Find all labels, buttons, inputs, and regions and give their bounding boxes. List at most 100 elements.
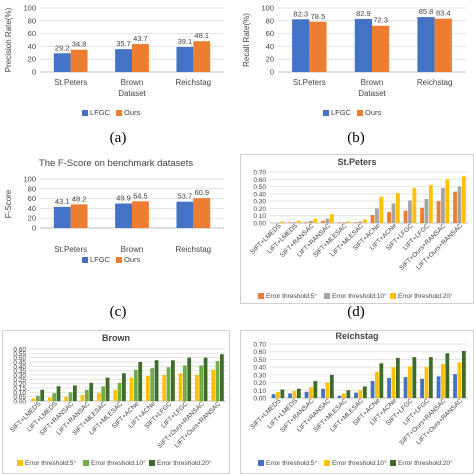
legend-label: LFGC bbox=[90, 255, 111, 264]
panel-caption: (a) bbox=[110, 130, 127, 146]
bar-reichstag-series-2 bbox=[434, 18, 452, 72]
bar-sift-ransac-series-3 bbox=[313, 381, 318, 398]
bar-sift-acne-series-1 bbox=[370, 214, 375, 223]
bar-sift-mlesac-series-2 bbox=[101, 386, 106, 401]
y-axis-label: Recall Rate(%) bbox=[242, 13, 251, 67]
x-tick-label: Brown bbox=[121, 245, 144, 254]
legend-label: Error threshold:5° bbox=[25, 459, 76, 467]
y-tick-label: 0.10 bbox=[253, 388, 266, 395]
bar-sift-lmeds-series-3 bbox=[280, 221, 285, 223]
chart-title: The F-Score on benchmark datasets bbox=[39, 158, 193, 169]
bar-lift-mlesac-series-3 bbox=[362, 219, 367, 223]
legend-swatch bbox=[116, 257, 122, 263]
data-label: 29.2 bbox=[55, 43, 70, 52]
bar-lift-lfgc-series-3 bbox=[428, 357, 433, 398]
bar-sift-ours-ransac-series-3 bbox=[203, 357, 208, 401]
bar-lift-lmeds-series-3 bbox=[296, 388, 301, 398]
legend-swatch bbox=[83, 460, 89, 466]
x-tick-label: St.Peters bbox=[54, 78, 87, 87]
bar-lift-ours-ransac-series-2 bbox=[215, 361, 220, 401]
legend-swatch bbox=[116, 110, 122, 116]
bar-brown-series-2 bbox=[132, 201, 149, 228]
y-tick-label: 0.15 bbox=[13, 386, 26, 393]
bar-sift-ours-ransac-series-2 bbox=[441, 188, 445, 223]
y-tick-label: 40 bbox=[266, 42, 274, 51]
y-tick-label: 0.35 bbox=[13, 368, 26, 375]
bar-st-peters-series-2 bbox=[70, 49, 88, 72]
y-tick-label: 0.10 bbox=[13, 390, 26, 397]
bar-st-peters-series-2 bbox=[70, 204, 88, 228]
bar-lift-acne-series-3 bbox=[395, 357, 400, 398]
bar-lift-lmeds-series-2 bbox=[292, 391, 297, 398]
bar-lift-acne-series-3 bbox=[395, 193, 400, 223]
legend-swatch bbox=[17, 460, 23, 466]
data-label: 35.7 bbox=[116, 39, 131, 48]
bar-lift-acne-series-2 bbox=[391, 367, 396, 398]
legend-swatch bbox=[390, 293, 396, 299]
bar-lift-lmeds-series-3 bbox=[56, 386, 61, 401]
bar-lift-acne-series-3 bbox=[154, 360, 159, 401]
bar-lift-lfgc-series-3 bbox=[187, 357, 192, 401]
y-tick-label: 0.20 bbox=[253, 380, 266, 387]
panel-frame bbox=[2, 330, 230, 474]
bar-lift-ours-ransac-series-2 bbox=[457, 362, 462, 398]
y-tick-label: 0.50 bbox=[253, 357, 266, 364]
y-tick-label: 20 bbox=[28, 214, 36, 223]
y-tick-label: 0 bbox=[32, 224, 36, 233]
y-tick-label: 0.00 bbox=[253, 221, 266, 228]
x-axis-label: Dataset bbox=[118, 89, 146, 98]
legend-label: LFGC bbox=[90, 108, 111, 117]
y-tick-label: 20 bbox=[28, 55, 36, 64]
bar-sift-ransac-series-2 bbox=[309, 387, 313, 398]
chart-title: Reichstag bbox=[335, 331, 378, 341]
bar-sift-lmeds-series-2 bbox=[35, 395, 40, 401]
panel-caption: (c) bbox=[110, 304, 127, 320]
legend-label: Error threshold:20° bbox=[398, 292, 453, 300]
bar-sift-ransac-series-1 bbox=[64, 396, 69, 401]
bar-lift-ours-ransac-series-3 bbox=[220, 354, 224, 401]
bar-lift-lmeds-series-1 bbox=[47, 397, 52, 401]
y-tick-label: 0.60 bbox=[253, 177, 266, 184]
bar-sift-acne-series-3 bbox=[138, 362, 143, 401]
bar-sift-ours-ransac-series-1 bbox=[436, 201, 441, 223]
bar-lift-mlesac-series-3 bbox=[122, 373, 126, 401]
y-tick-label: 0 bbox=[32, 68, 36, 77]
y-tick-label: 100 bbox=[23, 175, 36, 184]
bar-brown-series-2 bbox=[372, 25, 390, 72]
y-tick-label: 0.70 bbox=[253, 170, 266, 177]
data-label: 34.8 bbox=[72, 40, 87, 49]
bar-sift-ransac-series-1 bbox=[304, 222, 309, 223]
bar-sift-ours-ransac-series-3 bbox=[445, 179, 450, 223]
bar-sift-acne-series-3 bbox=[379, 196, 384, 223]
y-tick-label: 0 bbox=[270, 68, 274, 77]
legend-label: Error threshold:5° bbox=[266, 459, 317, 467]
y-tick-label: 0.45 bbox=[13, 360, 26, 367]
chart-panel-5: 0.000.050.100.150.200.250.300.350.400.45… bbox=[2, 330, 230, 474]
bar-sift-lmeds-series-1 bbox=[271, 394, 276, 398]
bar-lift-lmeds-series-3 bbox=[296, 220, 301, 223]
data-label: 49.9 bbox=[116, 194, 131, 203]
bar-sift-lmeds-series-3 bbox=[280, 389, 285, 398]
y-tick-label: 0.55 bbox=[13, 351, 26, 358]
data-label: 39.1 bbox=[178, 37, 193, 46]
x-tick-label: Reichstag bbox=[176, 78, 212, 87]
bar-st-peters-series-2 bbox=[309, 21, 327, 72]
y-axis-label: Precision Rate(%) bbox=[4, 7, 13, 72]
bar-sift-lfgc-series-2 bbox=[408, 366, 412, 398]
y-tick-label: 0.70 bbox=[253, 342, 266, 349]
bar-lift-lmeds-series-1 bbox=[288, 393, 292, 398]
bar-sift-acne-series-2 bbox=[375, 208, 379, 223]
y-tick-label: 0.20 bbox=[253, 206, 266, 213]
y-tick-label: 20 bbox=[266, 55, 274, 64]
y-tick-label: 100 bbox=[261, 4, 274, 13]
legend-label: Error threshold:20° bbox=[157, 459, 212, 467]
legend-label: Error threshold:20° bbox=[398, 459, 453, 467]
legend-label: Error threshold:10° bbox=[332, 292, 387, 300]
bar-lift-ransac-series-3 bbox=[329, 374, 334, 398]
data-label: 48.1 bbox=[194, 31, 209, 40]
panel-caption: (d) bbox=[347, 304, 365, 320]
bar-lift-ours-ransac-series-1 bbox=[453, 374, 457, 398]
bar-reichstag-series-1 bbox=[176, 201, 194, 228]
legend-swatch bbox=[82, 257, 88, 263]
